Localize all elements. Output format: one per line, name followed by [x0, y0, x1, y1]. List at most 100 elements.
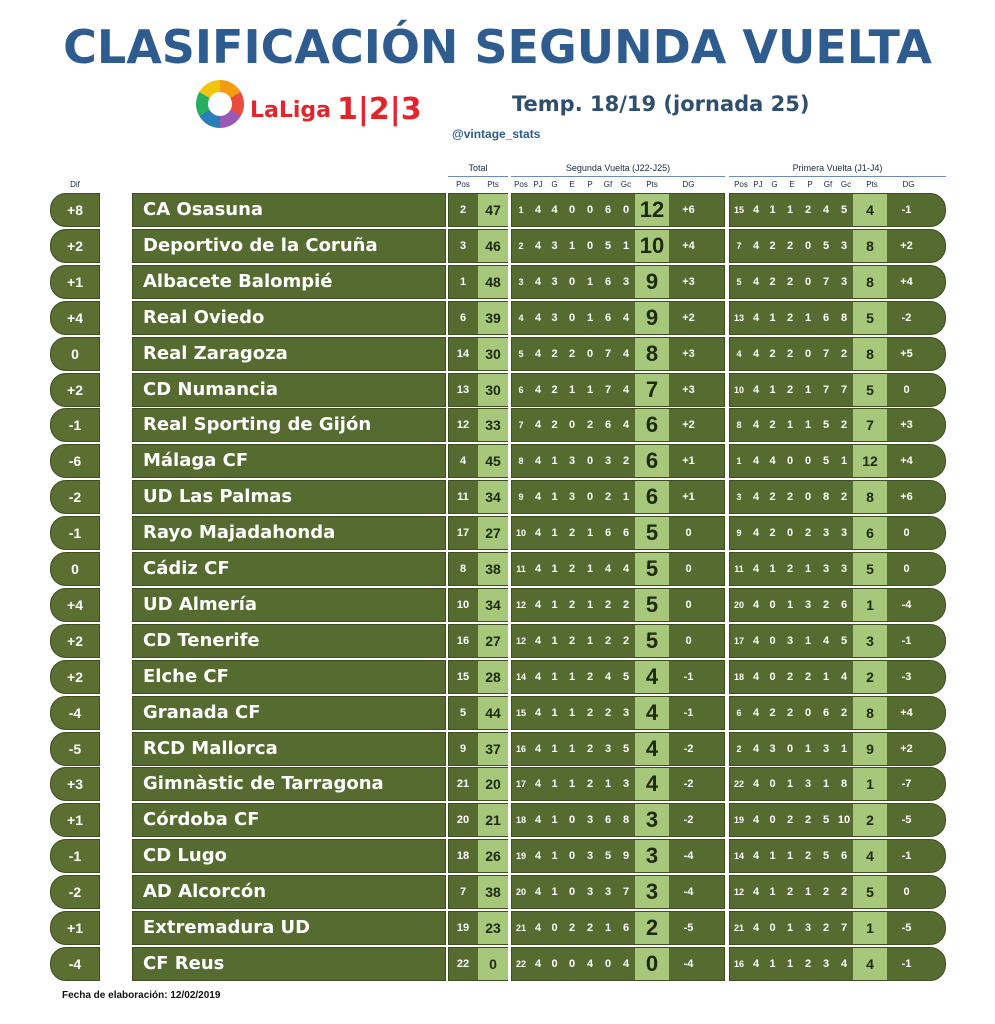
- first-g: 3: [769, 742, 776, 755]
- dif-cell: +1: [50, 803, 100, 838]
- second-pts: 5: [645, 556, 659, 581]
- highlight-band: [853, 660, 887, 693]
- col-header-first: PJ: [753, 180, 763, 189]
- highlight-band: [853, 732, 887, 765]
- dif-value: +2: [67, 237, 83, 254]
- team-name: CD Numancia: [143, 378, 278, 400]
- second-pts: 10: [639, 232, 665, 258]
- team-name: Real Oviedo: [143, 306, 265, 328]
- second-p: 2: [586, 706, 594, 719]
- first-gf: 5: [822, 850, 830, 863]
- second-half-block: 14 4 1 1 2 4 5 4 -1: [511, 659, 725, 694]
- first-pj: 4: [752, 670, 760, 683]
- first-pos: 18: [733, 671, 744, 682]
- second-gf: 3: [604, 455, 612, 468]
- second-p: 0: [586, 347, 594, 360]
- second-e: 0: [568, 311, 576, 324]
- first-p: 1: [804, 419, 812, 432]
- highlight-band: [853, 194, 887, 226]
- dif-cell: +8: [50, 193, 100, 227]
- first-p: 1: [804, 634, 812, 647]
- dif-value: +4: [67, 309, 83, 326]
- highlight-band: [853, 265, 887, 298]
- dif-value: -5: [68, 740, 82, 757]
- col-header-second: G: [551, 180, 558, 189]
- team-name: Real Zaragoza: [143, 342, 288, 364]
- second-pj: 4: [534, 634, 542, 647]
- first-gc: 2: [840, 491, 848, 504]
- total-pos: 4: [459, 455, 467, 468]
- second-gc: 1: [622, 239, 630, 252]
- first-pj: 4: [752, 311, 760, 324]
- second-pos: 20: [515, 887, 526, 898]
- first-g: 0: [769, 814, 776, 827]
- second-dg: 0: [685, 634, 692, 647]
- second-dg: +6: [682, 204, 695, 216]
- second-pts: 6: [645, 484, 659, 510]
- team-name: Cádiz CF: [143, 558, 230, 579]
- dif-value: -2: [68, 884, 82, 901]
- first-pj: 4: [752, 347, 760, 360]
- second-p: 0: [586, 491, 594, 504]
- first-e: 2: [786, 814, 794, 827]
- total-pos: 1: [459, 275, 467, 288]
- highlight-band: [635, 912, 669, 944]
- total-block: 22 0: [448, 946, 508, 981]
- highlight-band: [635, 229, 669, 262]
- first-g: 0: [769, 598, 776, 611]
- total-pos: 7: [459, 886, 467, 899]
- highlight-band: [635, 553, 669, 585]
- logo-number: 1|2|3: [337, 92, 422, 127]
- second-pts: 4: [645, 735, 659, 761]
- team-crest-icon: [102, 554, 130, 584]
- group-header-second: Segunda Vuelta (J22-J25): [511, 163, 725, 177]
- total-pos: 16: [456, 634, 470, 647]
- second-pts: 12: [639, 197, 665, 222]
- first-pts: 2: [866, 812, 874, 829]
- dif-cell: -1: [50, 408, 100, 443]
- first-dg: +2: [900, 239, 913, 252]
- team-name-cell: Cádiz CF: [132, 552, 446, 586]
- total-pts: 47: [485, 202, 501, 218]
- first-gf: 3: [822, 957, 830, 970]
- first-dg: -5: [901, 814, 912, 827]
- first-pts: 8: [866, 237, 874, 254]
- first-gf: 4: [822, 204, 830, 216]
- second-gf: 6: [604, 311, 612, 324]
- second-p: 1: [586, 598, 594, 611]
- total-pos: 18: [456, 850, 470, 863]
- second-gc: 7: [622, 886, 630, 899]
- first-p: 1: [804, 742, 812, 755]
- second-half-block: 22 4 0 0 4 0 4 0 -4: [511, 946, 725, 981]
- first-half-block: 14 4 1 1 2 5 6 4 -1: [729, 839, 946, 874]
- second-g: 1: [551, 598, 558, 611]
- dif-value: +8: [67, 202, 83, 218]
- first-gf: 6: [822, 706, 830, 719]
- dif-cell: +2: [50, 372, 100, 407]
- second-half-block: 20 4 1 0 3 3 7 3 -4: [511, 875, 725, 910]
- first-pj: 4: [752, 886, 760, 899]
- total-pts: 20: [485, 776, 501, 793]
- dif-cell: +4: [50, 300, 100, 335]
- second-gc: 5: [622, 742, 630, 755]
- first-dg: -4: [901, 598, 912, 611]
- second-gc: 6: [622, 527, 630, 540]
- total-pts: 46: [485, 237, 501, 254]
- total-pos: 3: [459, 239, 467, 252]
- first-gf: 3: [822, 563, 830, 575]
- highlight-band: [853, 876, 887, 909]
- second-half-block: 4 4 3 0 1 6 4 9 +2: [511, 300, 725, 335]
- second-half-block: 17 4 1 1 2 1 3 4 -2: [511, 767, 725, 802]
- second-pos: 12: [515, 635, 526, 646]
- second-pos: 6: [518, 384, 524, 395]
- first-pos: 12: [733, 887, 744, 898]
- second-gf: 1: [604, 778, 612, 791]
- team-crest-icon: [102, 769, 130, 800]
- col-header-first: Pos: [734, 180, 748, 189]
- first-dg: +5: [900, 347, 913, 360]
- first-pos: 14: [733, 851, 744, 862]
- first-gf: 4: [822, 634, 830, 647]
- second-pj: 4: [534, 275, 542, 288]
- second-pts: 4: [645, 699, 659, 725]
- second-gf: 3: [604, 742, 612, 755]
